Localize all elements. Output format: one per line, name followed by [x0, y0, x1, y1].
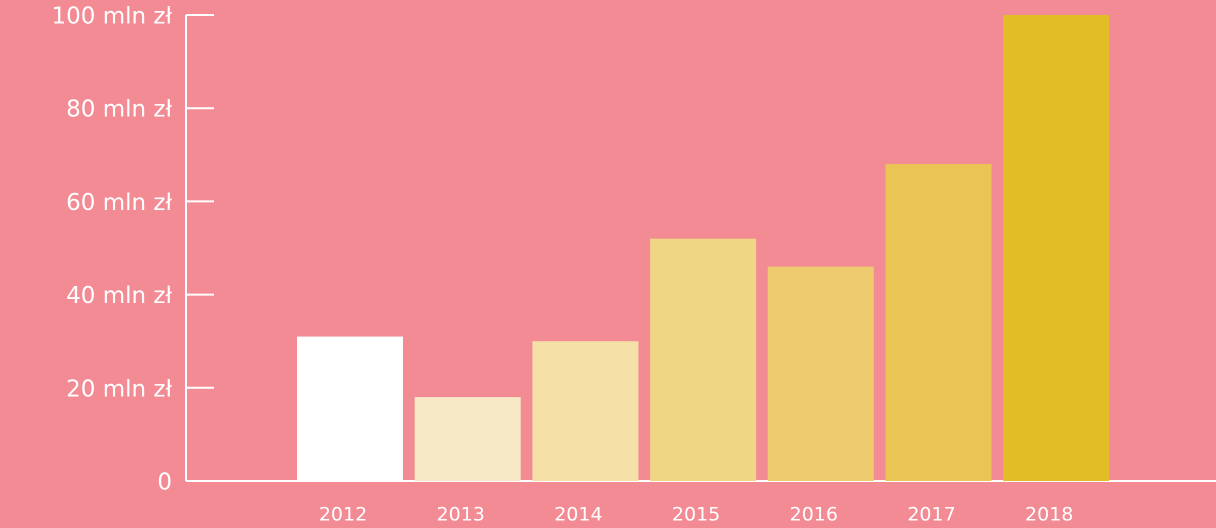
- bar: [650, 238, 757, 481]
- x-tick-label: 2015: [672, 504, 720, 526]
- bar: [532, 341, 639, 481]
- x-tick-label: 2013: [437, 504, 485, 526]
- x-tick-label: 2012: [319, 504, 367, 526]
- x-tick-label: 2017: [907, 504, 955, 526]
- y-tick-label: 40 mln zł: [66, 283, 172, 309]
- x-tick-label: 2018: [1025, 504, 1073, 526]
- y-tick-label: 80 mln zł: [66, 97, 172, 123]
- x-tick-label: 2014: [554, 504, 602, 526]
- bar: [1003, 15, 1110, 481]
- y-tick-label: 20 mln zł: [66, 376, 172, 402]
- y-tick-label: 0: [157, 470, 172, 496]
- bar: [885, 164, 992, 481]
- x-tick-label: 2016: [790, 504, 838, 526]
- y-tick-label: 60 mln zł: [66, 190, 172, 216]
- bar: [767, 266, 874, 481]
- bar: [414, 397, 521, 481]
- y-tick-label: 100 mln zł: [51, 4, 172, 30]
- bar: [297, 336, 403, 481]
